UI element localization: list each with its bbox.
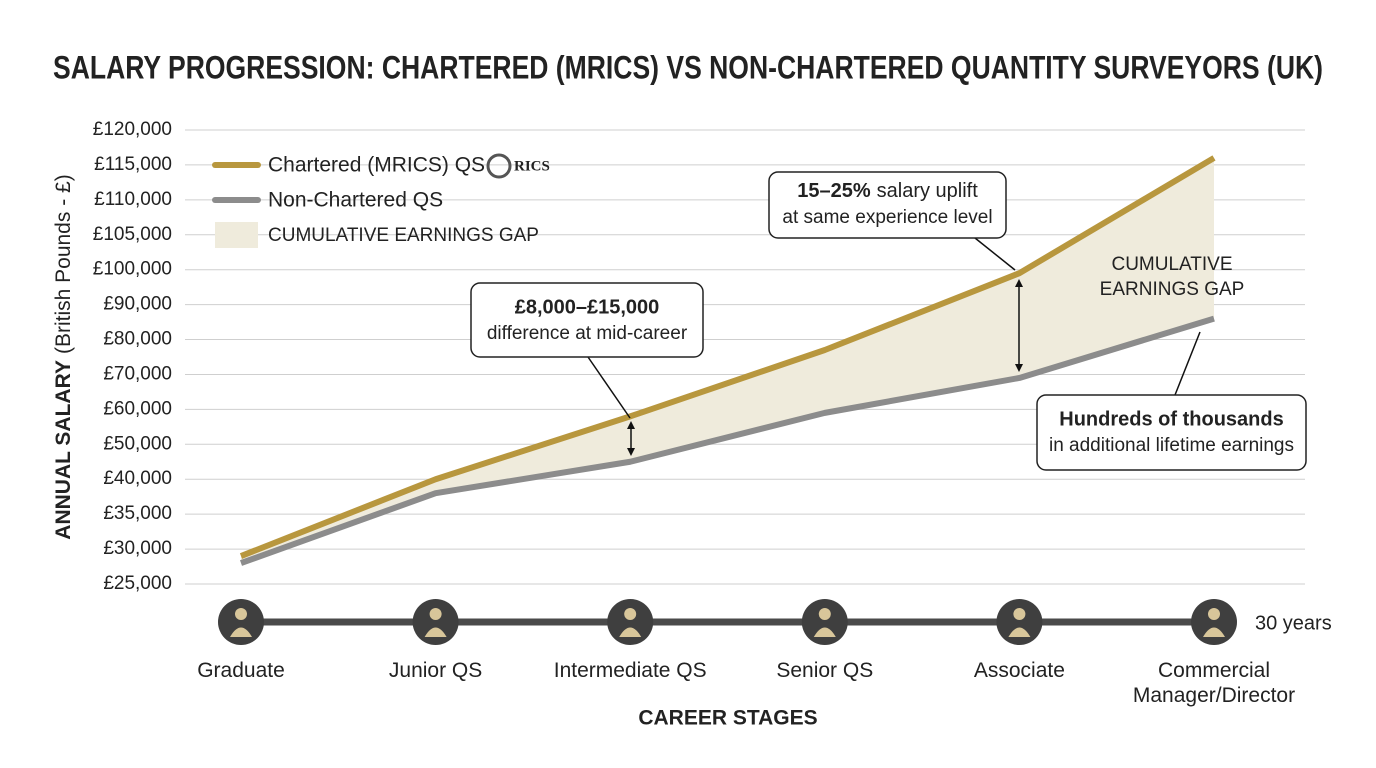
y-tick-label: £100,000: [93, 259, 172, 280]
y-tick-label: £70,000: [103, 363, 172, 384]
arrow-head: [627, 421, 635, 456]
x-axis-label: CAREER STAGES: [638, 707, 817, 730]
stage-icon-head: [235, 608, 247, 620]
stage-icon-body: [619, 627, 642, 637]
callout-text: difference at mid-career: [487, 323, 688, 344]
stage-icon: [1191, 599, 1237, 645]
rics-logo: RICS: [514, 158, 550, 174]
stage-icon-head: [818, 608, 831, 620]
y-tick-label: £120,000: [93, 119, 172, 140]
series-line: [239, 155, 1216, 559]
x-tick-label: Associate: [973, 659, 1065, 682]
stage-icon: [801, 599, 848, 645]
stage-icon-body: [813, 627, 836, 637]
stage-icon: [218, 599, 264, 645]
legend-label: Non-Chartered QS: [268, 189, 443, 212]
callout-box: [470, 282, 704, 358]
stage-icon-head: [624, 608, 637, 620]
callout-pointer: [1174, 331, 1201, 396]
y-tick-label: £80,000: [103, 329, 172, 350]
y-tick-label: £110,000: [94, 189, 172, 210]
stage-icon-body: [1203, 627, 1225, 637]
y-label-unit: (British Pounds - £): [52, 174, 75, 354]
y-tick-label: £30,000: [103, 538, 172, 559]
stage-icon-body: [424, 627, 447, 637]
callout-bold: Hundreds of thousands: [1059, 408, 1283, 430]
stage-icon: [412, 599, 459, 645]
y-tick-label: £35,000: [103, 503, 172, 524]
stage-icon-head: [1013, 608, 1026, 620]
callout-pointer: [587, 356, 631, 419]
callout-text: salary uplift: [877, 180, 979, 202]
y-tick-label: £105,000: [93, 224, 172, 245]
y-tick-label: £50,000: [103, 433, 172, 454]
callout-bold: 15–25%: [797, 180, 871, 202]
stage-icon-head: [429, 608, 442, 620]
timeline-label: 30 years: [1255, 612, 1332, 634]
legend-label: Chartered (MRICS) QS: [268, 154, 485, 177]
callout-box: [768, 171, 1007, 239]
y-tick-label: £90,000: [103, 294, 172, 315]
x-tick-label: Senior QS: [776, 659, 874, 682]
x-tick-label: Junior QS: [388, 659, 483, 682]
callout-box: [1036, 394, 1307, 471]
x-tick-label: Commercial Manager/Director: [1132, 659, 1296, 707]
stage-icon: [607, 599, 654, 645]
stage-icon-body: [1008, 627, 1031, 637]
rics-logo-mark: [486, 153, 512, 179]
callout-line: at same experience level: [782, 207, 992, 228]
callout-pointer: [974, 237, 1016, 271]
legend-swatch: [215, 222, 258, 248]
y-axis-label: ANNUAL SALARY (British Pounds - £): [52, 174, 75, 539]
gap-label: EARNINGS GAP: [1100, 279, 1245, 300]
x-tick-label: Graduate: [197, 659, 285, 682]
y-tick-label: £25,000: [103, 573, 172, 594]
callout-bold: £8,000–£15,000: [515, 296, 660, 318]
y-tick-label: £40,000: [103, 468, 172, 489]
stage-icon: [996, 599, 1043, 645]
stage-icon-head: [1208, 608, 1220, 620]
callout-line: 15–25% salary uplift: [797, 180, 978, 202]
y-tick-label: £60,000: [103, 398, 172, 419]
gap-label: CUMULATIVE: [1111, 254, 1232, 275]
y-label-main: ANNUAL SALARY: [52, 360, 75, 540]
series-line: [239, 315, 1215, 566]
x-tick-label: Intermediate QS: [553, 659, 707, 682]
y-tick-label: £115,000: [94, 154, 172, 175]
stage-icon-body: [230, 627, 252, 637]
callout-text: in additional lifetime earnings: [1049, 435, 1294, 456]
chart-title: SALARY PROGRESSION: CHARTERED (MRICS) VS…: [53, 49, 1323, 85]
legend-label: CUMULATIVE EARNINGS GAP: [268, 225, 539, 246]
